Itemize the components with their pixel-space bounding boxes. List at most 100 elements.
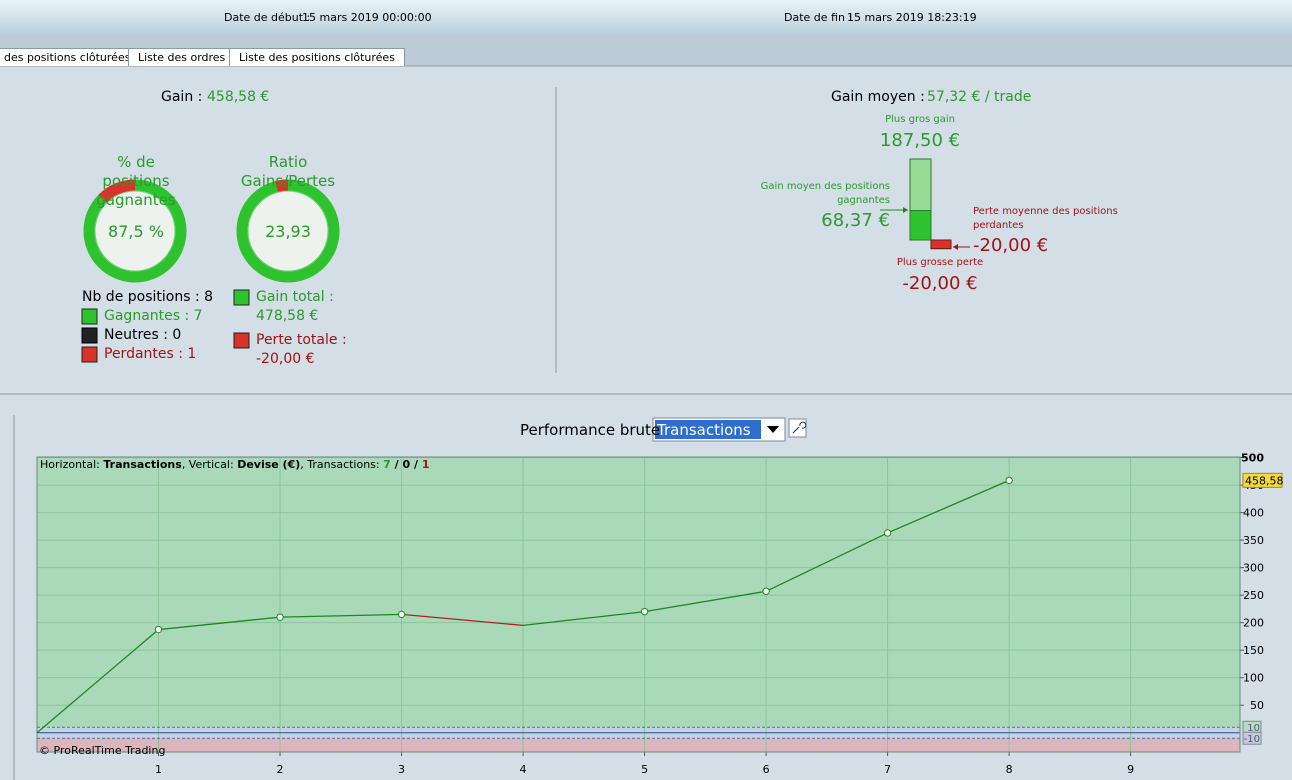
line-segment xyxy=(280,613,402,618)
legend-swatch xyxy=(233,332,250,349)
legend-text: 7 xyxy=(383,458,391,471)
start-label: Date de début : xyxy=(224,11,311,24)
legend-text: , Vertical: xyxy=(181,458,238,471)
legend-text: / xyxy=(410,458,422,471)
x-tick-label: 1 xyxy=(155,763,162,776)
legend-text: / xyxy=(390,458,403,471)
largest-loss-label: Plus grosse perte xyxy=(896,257,984,268)
ratio-title: Ratio Gains/Pertes xyxy=(228,115,348,191)
point-marker xyxy=(640,607,649,616)
last-value-label: 458,58 xyxy=(1245,474,1284,487)
legend-text: 0 xyxy=(402,458,411,471)
y-tick-label: 150 xyxy=(1243,644,1264,657)
donut-loss-arc xyxy=(98,179,136,203)
x-tick-label: 4 xyxy=(520,763,527,776)
wrench-icon xyxy=(792,421,807,434)
reference-label: 10 xyxy=(1247,723,1260,734)
title-line: gagnantes xyxy=(96,191,176,209)
y-tick-label: 400 xyxy=(1243,507,1264,520)
plot-positive xyxy=(37,457,1240,728)
donut-loss-arc xyxy=(275,179,289,192)
legend-text: Transactions xyxy=(103,458,182,471)
avg-win-bar xyxy=(909,209,932,241)
x-tick-label: 3 xyxy=(398,763,405,776)
tab[interactable]: Liste des positions clôturées xyxy=(229,48,405,66)
arrow xyxy=(953,244,958,250)
point-marker xyxy=(762,587,770,595)
total-gain: 478,58 € xyxy=(256,308,319,324)
dropdown-selection xyxy=(655,420,761,439)
positions-winning: Gagnantes : 7 xyxy=(104,308,203,324)
plot-negative xyxy=(37,738,1240,752)
gain: 458,58 € xyxy=(207,89,270,105)
tab[interactable]: des positions clôturées xyxy=(0,48,141,66)
performance-title: Performance brute xyxy=(520,421,661,439)
donut-inner xyxy=(247,190,329,272)
copyright: © ProRealTime Trading xyxy=(39,744,166,757)
dropdown-value[interactable]: Transactions xyxy=(657,421,751,439)
tab[interactable]: Liste des ordres xyxy=(128,48,236,66)
point-marker xyxy=(276,613,284,621)
avg-label: Gain moyen : xyxy=(831,89,925,105)
y-tick-label: 300 xyxy=(1243,562,1264,575)
chart-legend: Horizontal: Transactions, Vertical: Devi… xyxy=(40,458,429,471)
line-segment xyxy=(887,479,1010,534)
avg-win-label: Gain moyen des positions gagnantes xyxy=(760,181,890,206)
end-label: Date de fin : xyxy=(784,11,853,24)
title-line: Gains/Pertes xyxy=(240,172,336,190)
point-marker xyxy=(154,625,163,634)
y-tick-label: 200 xyxy=(1243,617,1264,630)
positions-neutral: Neutres : 0 xyxy=(104,327,182,343)
legend-swatch xyxy=(81,327,98,344)
legend-text: , Transactions: xyxy=(300,458,384,471)
x-tick-label: 9 xyxy=(1127,763,1134,776)
positions-losing: Perdantes : 1 xyxy=(104,346,197,362)
avg-win: 68,37 € xyxy=(821,210,890,231)
x-tick-label: 5 xyxy=(641,763,648,776)
positions-total: Nb de positions : 8 xyxy=(82,289,214,305)
y-tick-label: 250 xyxy=(1243,589,1264,602)
legend-swatch xyxy=(81,308,98,325)
legend-swatch xyxy=(233,289,250,306)
win-rate-title: % de positions gagnantes xyxy=(86,115,186,210)
gain-label: Gain : xyxy=(161,89,203,105)
donut-inner xyxy=(94,190,176,272)
x-tick-label: 2 xyxy=(277,763,284,776)
reference-box xyxy=(1242,731,1262,745)
largest-loss-bar xyxy=(930,239,952,250)
reference-label: -10 xyxy=(1244,734,1260,745)
line-segment xyxy=(765,532,888,592)
last-value-box xyxy=(1242,472,1283,488)
point-marker xyxy=(883,529,892,537)
win-rate-value: 87,5 % xyxy=(108,222,164,241)
avg-value: 57,32 € / trade xyxy=(927,89,1032,105)
y-tick-label: 100 xyxy=(1243,672,1264,685)
avg-loss-label: Perte moyenne des positions perdantes xyxy=(973,206,1118,231)
largest-gain-label: Plus gros gain xyxy=(885,114,955,125)
title-line: positions xyxy=(102,172,170,190)
arrow xyxy=(903,207,908,213)
plot-frame xyxy=(36,456,1241,753)
point-marker xyxy=(397,610,406,619)
point-marker xyxy=(1005,476,1013,485)
x-tick-label: 6 xyxy=(763,763,770,776)
y-tick-label: 350 xyxy=(1243,534,1264,547)
legend-text: Horizontal: xyxy=(40,458,104,471)
total-gain-label: Gain total : xyxy=(256,289,334,305)
y-tick-label: 500 xyxy=(1241,452,1264,465)
ratio-value: 23,93 xyxy=(265,222,311,241)
line-segment xyxy=(401,613,524,627)
total-loss-label: Perte totale : xyxy=(256,332,347,348)
line-segment xyxy=(36,629,159,734)
x-tick-label: 7 xyxy=(884,763,891,776)
y-tick-label: 50 xyxy=(1250,699,1264,712)
legend-text: 1 xyxy=(421,458,430,471)
end-date: 15 mars 2019 18:23:19 xyxy=(847,11,977,24)
dropdown-arrow[interactable] xyxy=(767,426,779,433)
line-segment xyxy=(644,590,767,613)
header-bar xyxy=(0,0,1292,35)
legend-text: Devise (€) xyxy=(237,458,301,471)
largest-gain: 187,50 € xyxy=(879,130,961,151)
